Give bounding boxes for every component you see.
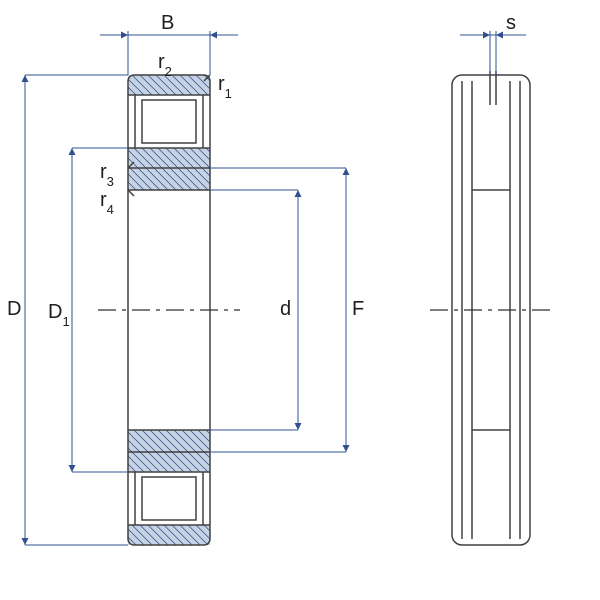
label-s: s: [506, 12, 516, 34]
label-B: B: [161, 12, 174, 34]
label-d: d: [280, 298, 291, 320]
label-F: F: [352, 298, 364, 320]
label-D: D: [7, 298, 21, 320]
